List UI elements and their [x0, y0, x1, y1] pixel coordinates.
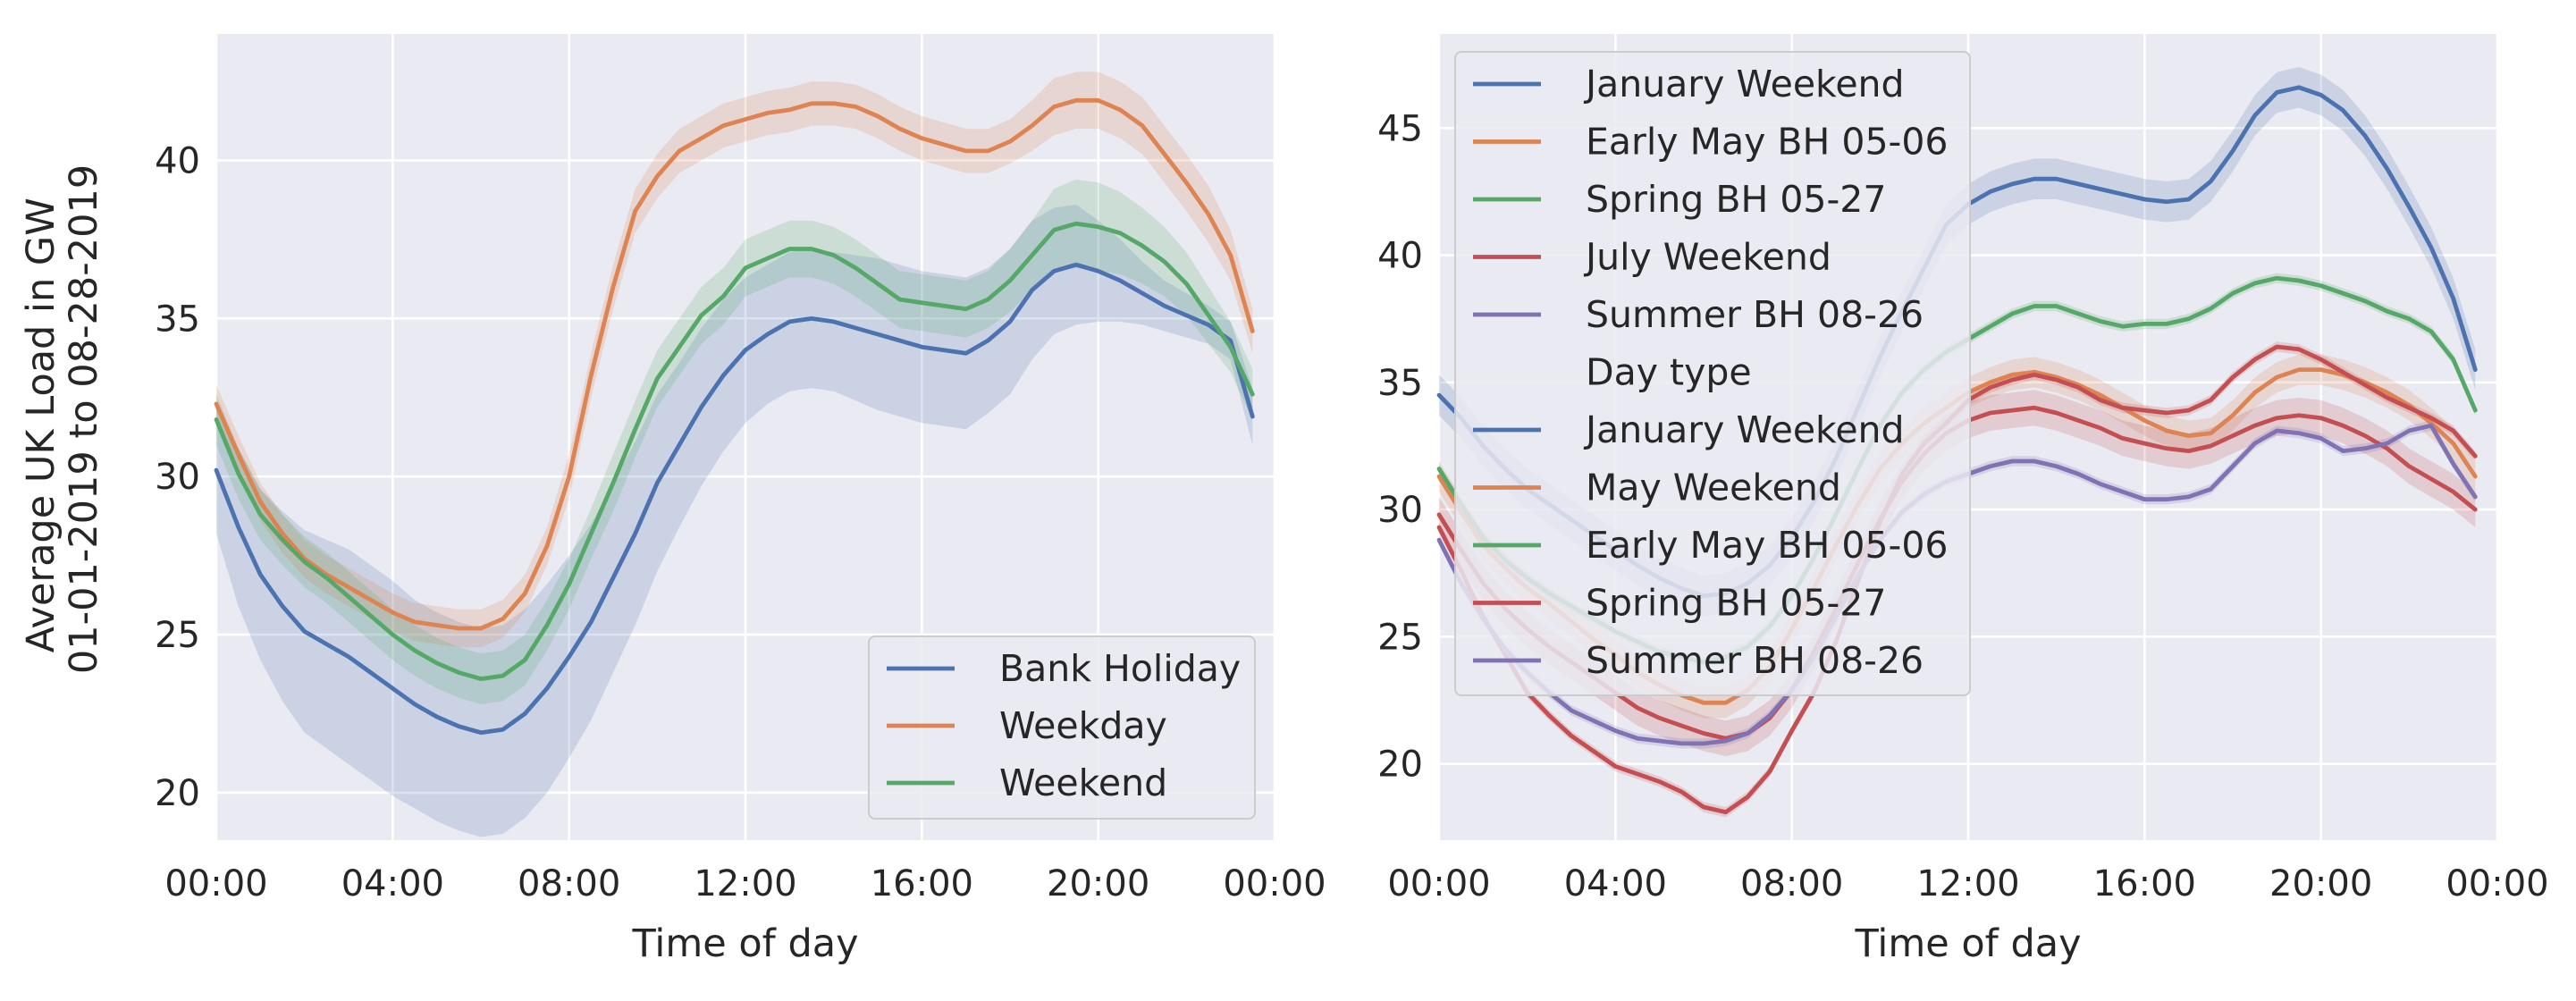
right-legend-label: Early May BH 05-06	[1586, 121, 1949, 164]
left-band-weekday	[216, 72, 1253, 648]
left-y-tick-label: 40	[155, 140, 200, 181]
right-y-tick-label: 25	[1377, 617, 1423, 658]
right-x-axis-label: Time of day	[1854, 921, 2081, 966]
left-x-tick-label: 08:00	[518, 863, 620, 904]
right-y-tick-label: 20	[1377, 744, 1423, 786]
right-tick-labels: 00:00 04:00 08:00 12:00 16:00 20:00 00:00 20 25 3…	[1377, 108, 2549, 904]
right-y-tick-label: 30	[1377, 490, 1423, 531]
right-legend-label: Summer BH 08-26	[1586, 293, 1924, 336]
left-y-axis-label-line1: Average UK Load in GW	[19, 198, 63, 652]
left-x-tick-label: 20:00	[1047, 863, 1149, 904]
right-legend-label: January Weekend	[1583, 408, 1905, 451]
left-line-bank-holiday	[214, 262, 1255, 736]
right-chart-panel: 00:00 04:00 08:00 12:00 16:00 20:00 00:00 20 25 3…	[1377, 34, 2549, 966]
left-legend: Bank Holiday Weekday Weekend	[868, 635, 1256, 820]
left-y-tick-label: 30	[155, 457, 200, 498]
right-legend-box	[1454, 51, 1971, 696]
left-series-lines	[214, 97, 1255, 736]
right-band-july-weekend	[1439, 390, 2476, 757]
right-legend-label: Spring BH 05-27	[1586, 582, 1886, 625]
left-x-tick-label: 04:00	[341, 863, 444, 904]
right-legend-label: May Weekend	[1586, 467, 1841, 509]
right-x-tick-label: 16:00	[2093, 863, 2196, 904]
right-legend-label: July Weekend	[1583, 236, 1831, 279]
right-legend-label: Day type	[1586, 351, 1752, 394]
right-x-tick-label: 08:00	[1740, 863, 1843, 904]
right-y-tick-label: 35	[1377, 363, 1423, 404]
left-legend-label: Weekday	[999, 704, 1167, 747]
right-x-tick-label: 00:00	[2446, 863, 2548, 904]
left-y-tick-label: 25	[155, 615, 200, 656]
right-y-tick-label: 45	[1377, 108, 1423, 149]
right-x-tick-label: 04:00	[1564, 863, 1667, 904]
left-tick-labels: 00:00 04:00 08:00 12:00 16:00 20:00 00:00 20 25 3…	[155, 140, 1326, 904]
right-legend: January Weekend Early May BH 05-06 Spring …	[1454, 51, 1971, 696]
right-legend-label: January Weekend	[1583, 63, 1905, 105]
left-chart-panel: 00:00 04:00 08:00 12:00 16:00 20:00 00:00 20 25 3…	[19, 34, 1326, 966]
left-x-tick-label: 00:00	[164, 863, 267, 904]
left-legend-label: Weekend	[999, 761, 1167, 804]
left-y-axis-label-line2: 01-01-2019 to 08-28-2019	[62, 164, 106, 674]
left-band-weekend	[216, 179, 1253, 704]
right-legend-label: Summer BH 08-26	[1586, 639, 1924, 682]
left-y-tick-label: 35	[155, 299, 200, 340]
left-x-tick-label: 16:00	[871, 863, 973, 904]
right-x-tick-label: 20:00	[2269, 863, 2372, 904]
left-x-axis-label: Time of day	[631, 921, 858, 966]
left-y-axis-label: Average UK Load in GW 01-01-2019 to 08-2…	[19, 164, 106, 674]
left-y-tick-label: 20	[155, 773, 200, 814]
right-y-tick-label: 40	[1377, 236, 1423, 277]
left-x-tick-label: 12:00	[694, 863, 796, 904]
left-legend-label: Bank Holiday	[999, 647, 1241, 690]
right-x-tick-label: 12:00	[1916, 863, 2019, 904]
right-legend-label: Spring BH 05-27	[1586, 178, 1886, 221]
right-x-tick-label: 00:00	[1387, 863, 1490, 904]
right-legend-label: Early May BH 05-06	[1586, 524, 1949, 567]
left-line-weekday	[214, 97, 1255, 631]
left-legend-box	[868, 635, 1256, 820]
left-line-weekend	[214, 221, 1255, 681]
left-x-tick-label: 00:00	[1223, 863, 1326, 904]
